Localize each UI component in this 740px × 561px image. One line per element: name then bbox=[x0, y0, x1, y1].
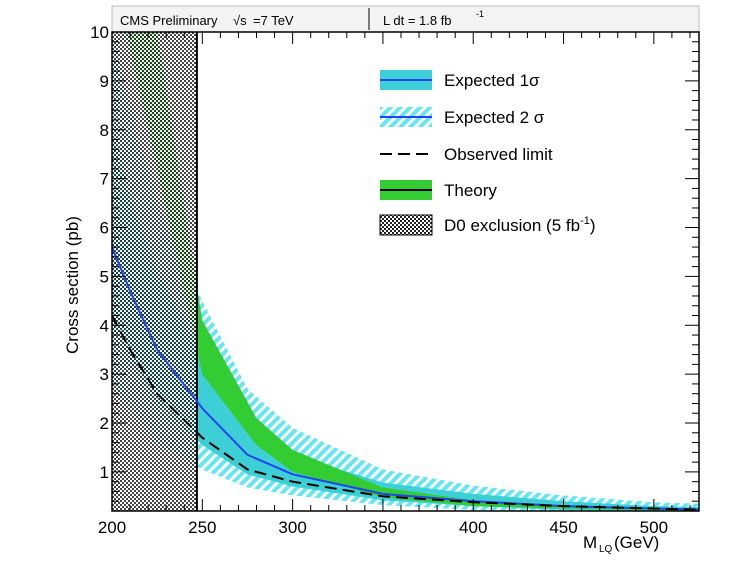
legend-label-end: ) bbox=[590, 216, 596, 235]
x-tick-label: 400 bbox=[459, 518, 487, 537]
y-tick-label: 7 bbox=[100, 170, 109, 189]
x-axis-label-unit: (GeV) bbox=[614, 533, 659, 552]
header-lumi: L dt = 1.8 fb bbox=[383, 13, 452, 28]
header-sqrt-symbol: √s bbox=[233, 13, 247, 28]
x-axis-label-subscript: LQ bbox=[599, 544, 613, 555]
x-axis-label: M LQ (GeV) bbox=[583, 533, 659, 555]
legend-item-exp2: Expected 2 σ bbox=[380, 107, 545, 127]
observed-limit-line bbox=[112, 315, 699, 511]
legend: Expected 1σ Expected 2 σ Observed limit The… bbox=[379, 70, 596, 236]
legend-label-exp2: Expected 2 σ bbox=[444, 108, 545, 127]
header-box bbox=[111, 5, 700, 33]
header-sqrt-s: =7 TeV bbox=[253, 13, 294, 28]
y-tick-label: 6 bbox=[100, 219, 109, 238]
y-tick-label: 9 bbox=[100, 72, 109, 91]
y-tick-label: 1 bbox=[100, 463, 109, 482]
legend-item-obs: Observed limit bbox=[380, 145, 553, 164]
x-tick-label: 500 bbox=[640, 518, 668, 537]
legend-label-theory: Theory bbox=[444, 181, 497, 200]
legend-label-superscript: -1 bbox=[580, 215, 590, 227]
legend-label-exp1: Expected 1σ bbox=[444, 71, 540, 90]
legend-item-exp1: Expected 1σ bbox=[380, 70, 540, 90]
y-tick-label: 5 bbox=[100, 267, 109, 286]
d0-exclusion-region bbox=[112, 32, 197, 511]
x-tick-label: 300 bbox=[278, 518, 306, 537]
y-axis-label: Cross section (pb) bbox=[63, 216, 82, 354]
chart-header: CMS Preliminary √s =7 TeV L dt = 1.8 fb … bbox=[111, 5, 700, 33]
header-lumi-exponent: -1 bbox=[476, 9, 484, 19]
legend-label-obs: Observed limit bbox=[444, 145, 553, 164]
legend-item-theory: Theory bbox=[380, 180, 497, 200]
x-axis-label-main: M bbox=[583, 533, 597, 552]
y-tick-label: 4 bbox=[100, 316, 109, 335]
axes: 200 250 300 350 400 450 500 1 2 3 4 5 6 7 8 9 10 bbox=[90, 23, 700, 537]
legend-label-d0: D0 exclusion (5 fb-1) bbox=[444, 215, 596, 235]
y-tick-label: 10 bbox=[90, 23, 109, 42]
y-tick-label: 2 bbox=[100, 414, 109, 433]
plot-frame bbox=[111, 31, 700, 512]
expected-median-line bbox=[112, 246, 699, 511]
x-tick-label: 200 bbox=[98, 518, 126, 537]
legend-swatch-d0 bbox=[379, 214, 433, 236]
x-tick-label: 450 bbox=[549, 518, 577, 537]
x-tick-label: 350 bbox=[369, 518, 397, 537]
plot-area bbox=[112, 32, 699, 511]
header-experiment: CMS Preliminary bbox=[120, 13, 218, 28]
y-tick-label: 3 bbox=[100, 365, 109, 384]
legend-item-d0: D0 exclusion (5 fb-1) bbox=[379, 214, 596, 236]
x-tick-label: 250 bbox=[188, 518, 216, 537]
y-tick-label: 8 bbox=[100, 121, 109, 140]
